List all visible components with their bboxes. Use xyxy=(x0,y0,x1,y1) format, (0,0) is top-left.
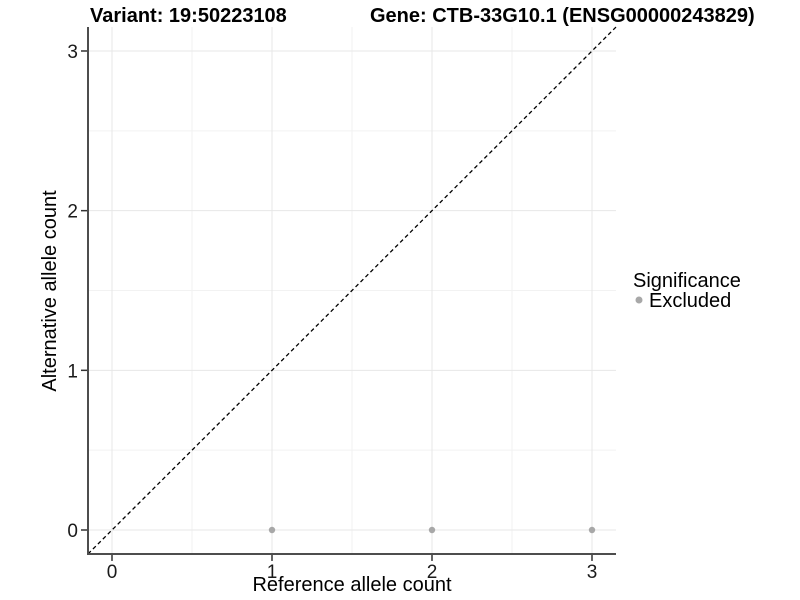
legend-label-excluded: Excluded xyxy=(649,290,731,312)
x-tick-label: 3 xyxy=(587,562,598,583)
plot-panel: 0 1 2 3 0 1 2 3 xyxy=(67,26,617,583)
y-tick-label: 2 xyxy=(67,202,78,223)
variant-title: Variant: 19:50223108 xyxy=(90,5,287,27)
x-tick-label: 2 xyxy=(427,562,438,583)
data-point xyxy=(428,526,436,534)
x-tick-label: 0 xyxy=(107,562,118,583)
data-point xyxy=(588,526,596,534)
y-tick-label: 1 xyxy=(67,361,78,382)
x-axis-title: Reference allele count xyxy=(252,574,451,596)
y-tick-label: 3 xyxy=(67,42,78,63)
gene-title: Gene: CTB-33G10.1 (ENSG00000243829) xyxy=(370,5,755,27)
y-tick-label: 0 xyxy=(67,521,78,542)
legend: Significance Excluded xyxy=(633,270,741,312)
x-tick-label: 1 xyxy=(267,562,278,583)
legend-title: Significance xyxy=(633,270,741,292)
y-axis-title: Alternative allele count xyxy=(39,190,61,392)
legend-key-excluded-dot xyxy=(635,296,643,304)
identity-reference-line xyxy=(87,26,617,555)
data-point xyxy=(268,526,276,534)
